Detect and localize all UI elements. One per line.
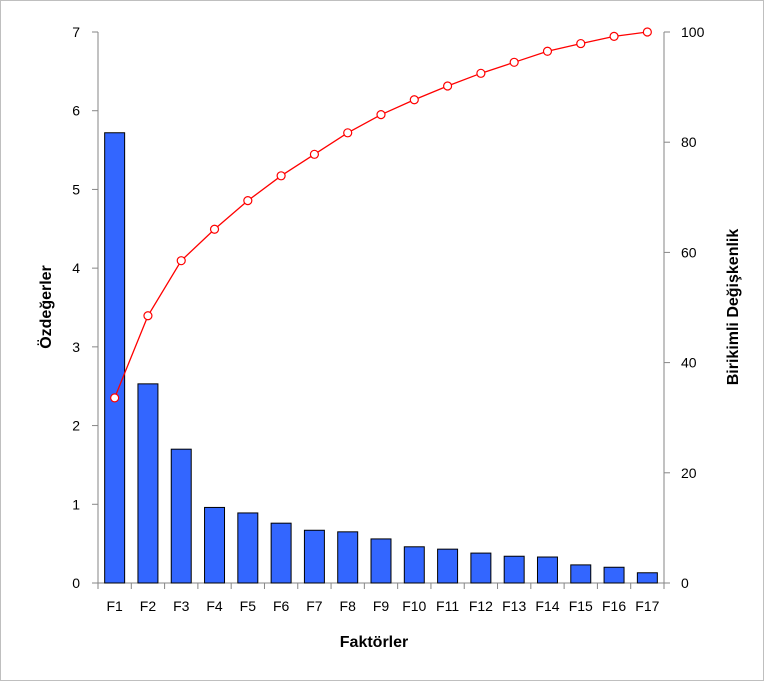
cumulative-variance-point: [509, 57, 519, 67]
left-y-tick-label: 1: [72, 496, 80, 512]
left-y-tick-label: 7: [72, 24, 80, 40]
cumulative-variance-point: [209, 224, 220, 234]
cumulative-variance-point: [376, 110, 386, 120]
eigenvalue-bar: [337, 531, 359, 584]
eigenvalue-bar: [370, 538, 392, 584]
cumulative-variance-point: [243, 196, 253, 206]
x-tick-label: F12: [469, 598, 493, 614]
cumulative-variance-point: [576, 38, 586, 49]
right-y-tick-label: 0: [681, 575, 689, 591]
left-y-tick-label: 3: [72, 339, 80, 355]
cumulative-variance-point: [143, 311, 153, 321]
left-y-tick-label: 2: [72, 418, 80, 434]
cumulative-variance-point: [309, 149, 320, 159]
cumulative-variance-point: [276, 171, 286, 181]
eigenvalue-bar: [170, 448, 192, 584]
x-tick-label: F16: [602, 598, 626, 614]
eigenvalue-bar: [137, 383, 159, 584]
left-y-tick-label: 5: [72, 181, 80, 197]
eigenvalue-bar: [104, 132, 126, 584]
eigenvalue-bar: [204, 506, 226, 584]
left-y-tick-label: 4: [72, 260, 80, 276]
eigenvalue-bar: [437, 548, 459, 584]
right-y-tick-label: 40: [681, 355, 697, 371]
x-tick-label: F3: [173, 598, 190, 614]
x-tick-label: F15: [569, 598, 593, 614]
eigenvalue-bar: [536, 556, 558, 584]
cumulative-variance-point: [642, 27, 652, 37]
cumulative-variance-point: [409, 95, 419, 105]
cumulative-variance-point: [442, 81, 453, 91]
cumulative-variance-point: [609, 31, 619, 42]
x-tick-label: F9: [373, 598, 390, 614]
bars-layer: [104, 132, 658, 584]
eigenvalue-bar: [237, 512, 259, 584]
right-y-tick-label: 100: [681, 24, 705, 40]
x-tick-label: F7: [306, 598, 323, 614]
eigenvalue-bar: [270, 522, 292, 584]
cumulative-variance-point: [343, 128, 353, 138]
x-axis-title: Faktörler: [340, 634, 408, 651]
right-y-tick-label: 80: [681, 134, 697, 150]
right-y-tick-label: 60: [681, 244, 697, 260]
eigenvalue-bar: [403, 546, 425, 584]
line-layer: [110, 27, 652, 403]
x-tick-label: F1: [106, 598, 123, 614]
x-tick-label: F17: [635, 598, 659, 614]
eigenvalue-bar: [470, 552, 492, 584]
left-y-tick-label: 6: [72, 103, 80, 119]
x-tick-label: F2: [140, 598, 157, 614]
x-tick-label: F11: [436, 598, 459, 614]
left-y-axis-title: Özdeğerler: [36, 265, 55, 349]
right-y-tick-label: 20: [681, 465, 697, 481]
x-tick-label: F10: [402, 598, 426, 614]
left-y-tick-label: 0: [72, 575, 80, 591]
x-tick-label: F8: [340, 598, 357, 614]
eigenvalue-bar: [303, 529, 325, 584]
cumulative-variance-point: [110, 393, 120, 403]
cumulative-variance-point: [176, 256, 186, 266]
x-tick-label: F6: [273, 598, 290, 614]
eigenvalue-bar: [603, 566, 625, 584]
eigenvalue-bar: [570, 564, 592, 584]
x-tick-label: F5: [240, 598, 257, 614]
x-tick-label: F4: [206, 598, 223, 614]
cumulative-variance-point: [542, 46, 553, 56]
x-tick-label: F13: [502, 598, 526, 614]
eigenvalue-bar: [503, 555, 525, 584]
cumulative-variance-line: [114, 31, 648, 399]
eigenvalue-bar: [636, 572, 658, 584]
cumulative-variance-point: [476, 68, 486, 78]
right-y-axis-title: Birikimli Değişkenlik: [725, 229, 742, 386]
x-tick-label: F14: [535, 598, 559, 614]
labels-layer: 0 1 2 3 4 5 6 7 0 20 40 60 80 100 F1 F2 F3 F4 F5 F6 F7 F8 F9 F1…: [72, 24, 704, 614]
